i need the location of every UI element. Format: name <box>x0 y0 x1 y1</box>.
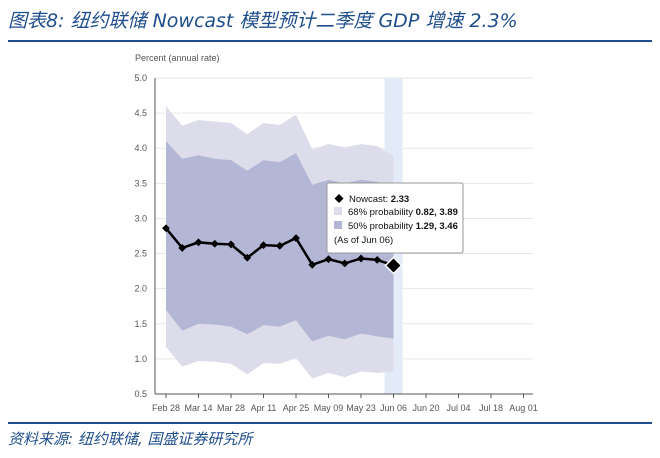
tooltip-68-label: 68% probability <box>348 207 416 218</box>
x-tick-label: Apr 25 <box>283 403 310 413</box>
x-tick-label: May 09 <box>314 403 344 413</box>
nowcast-point <box>275 241 284 250</box>
nowcast-point <box>259 241 268 250</box>
y-ticks: 5.0 4.5 4.0 3.5 3.0 2.5 2.0 1.5 1.0 0.5 <box>134 73 147 399</box>
x-tick-label: Jun 06 <box>380 403 407 413</box>
nowcast-point <box>194 238 203 247</box>
y-tick-label: 2.0 <box>134 284 147 294</box>
y-tick-label: 3.0 <box>134 213 147 223</box>
y-tick-label: 2.5 <box>134 249 147 259</box>
nowcast-point <box>373 255 382 264</box>
nowcast-point <box>227 240 235 249</box>
x-tick-label: Jul 04 <box>446 403 470 413</box>
axes <box>154 78 533 395</box>
nowcast-point <box>340 259 349 268</box>
x-tick-label: Feb 28 <box>152 403 180 413</box>
nowcast-point <box>162 224 170 233</box>
x-tick-label: Apr 11 <box>251 403 277 413</box>
y-tick-label: 1.5 <box>134 319 147 329</box>
y-tick-label: 1.0 <box>134 354 147 364</box>
tooltip-50-value: 1.29, 3.46 <box>416 221 458 232</box>
y-axis-label: Percent (annual rate) <box>135 53 220 63</box>
x-tick-label: Mar 14 <box>184 403 212 413</box>
page-title: 图表8: 纽约联储 Nowcast 模型预计二季度 GDP 增速 2.3% <box>8 10 518 32</box>
title-rule <box>8 40 652 42</box>
tooltip-nowcast-label: Nowcast: <box>349 194 391 205</box>
footer-rule <box>8 422 652 424</box>
nowcast-point <box>178 244 187 252</box>
x-ticks: Feb 28 Mar 14 Mar 28 Apr 11 Apr 25 May 09 May … <box>152 394 538 413</box>
nowcast-point <box>324 255 333 264</box>
y-tick-label: 4.0 <box>134 143 147 153</box>
tooltip-68-value: 0.82, 3.89 <box>416 207 458 218</box>
nowcast-diamond-icon <box>334 194 344 203</box>
tooltip-68: 68% probability 0.82, 3.89 <box>348 207 458 218</box>
tooltip-50: 50% probability 1.29, 3.46 <box>348 221 458 232</box>
nowcast-point <box>308 260 317 269</box>
y-tick-label: 4.5 <box>134 108 147 118</box>
tooltip-50-label: 50% probability <box>348 221 416 232</box>
nowcast-point <box>292 234 300 243</box>
y-tick-label: 3.5 <box>134 178 147 188</box>
band-50-swatch <box>334 221 342 229</box>
tooltip-nowcast: Nowcast: 2.33 <box>349 194 409 205</box>
x-tick-label: Jul 18 <box>479 403 503 413</box>
x-tick-label: Aug 01 <box>509 403 538 413</box>
y-tick-label: 5.0 <box>134 73 147 83</box>
nowcast-point <box>384 256 403 275</box>
tooltip-asof: (As of Jun 06) <box>334 235 393 246</box>
nowcast-point <box>243 253 252 262</box>
nowcast-points <box>162 224 403 275</box>
source-note: 资料来源: 纽约联储, 国盛证券研究所 <box>8 430 253 448</box>
nowcast-point <box>357 254 365 263</box>
x-tick-label: May 23 <box>346 403 376 413</box>
tooltip-nowcast-value: 2.33 <box>391 194 410 205</box>
band-68-swatch <box>334 207 342 215</box>
nowcast-point <box>210 239 219 248</box>
x-tick-label: Mar 28 <box>217 403 245 413</box>
x-tick-label: Jun 20 <box>412 403 439 413</box>
y-tick-label: 0.5 <box>134 389 147 399</box>
tooltip-box <box>326 182 464 254</box>
